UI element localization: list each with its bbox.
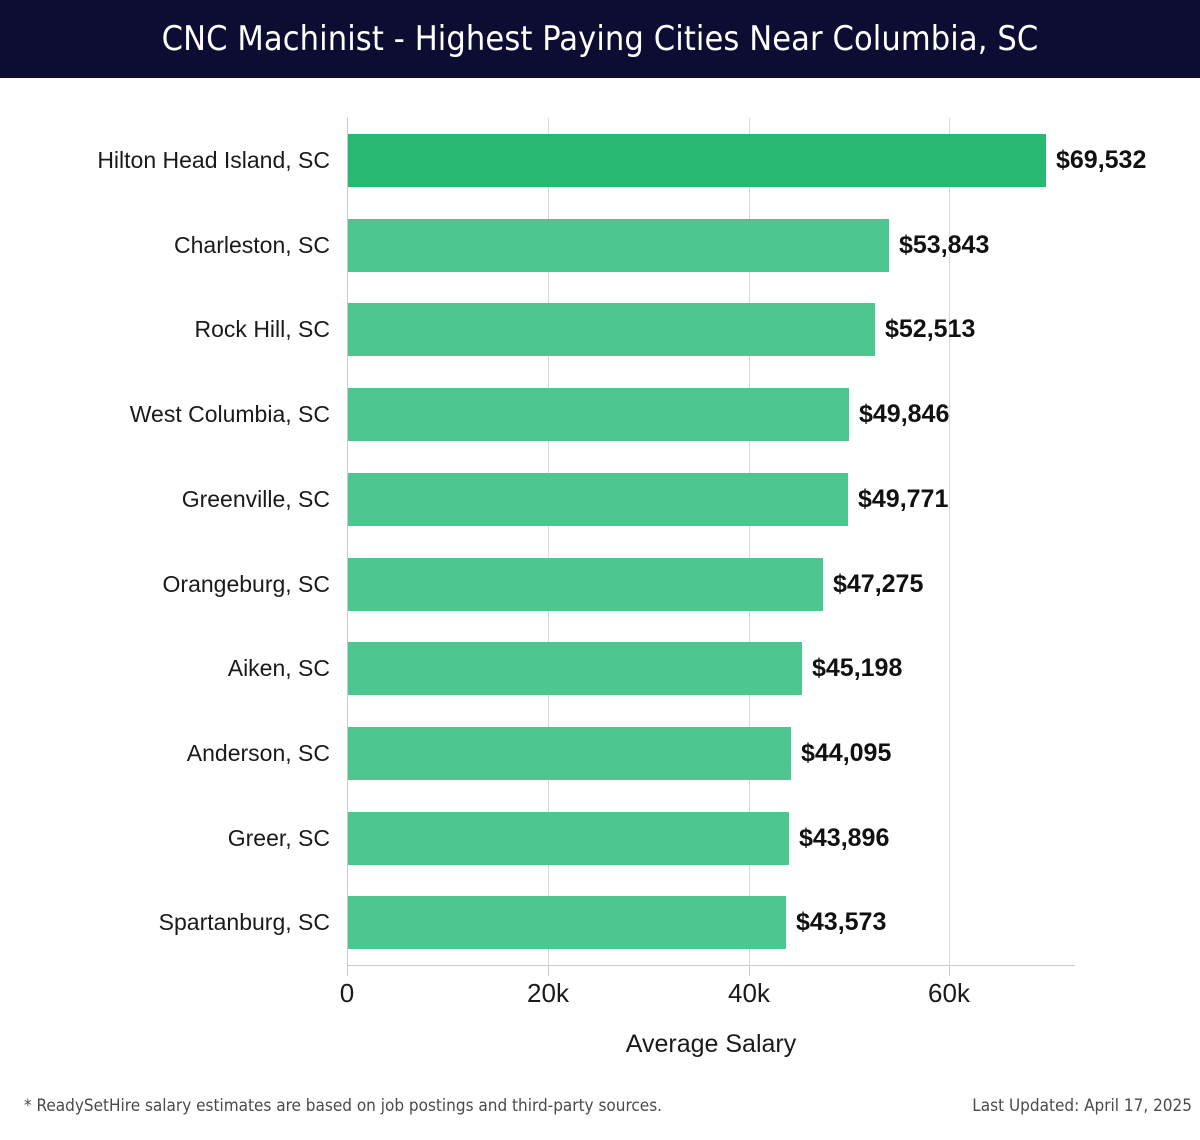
- bar-value-label: $44,095: [801, 739, 892, 767]
- bar-value-label: $47,275: [833, 570, 924, 598]
- bar-row: Greer, SC $43,896: [0, 796, 1200, 881]
- bar-row: Greenville, SC $49,771: [0, 457, 1200, 542]
- bar-value-label: $53,843: [899, 231, 990, 259]
- bar[interactable]: [348, 812, 789, 865]
- category-label: Anderson, SC: [186, 740, 330, 766]
- title-bar: CNC Machinist - Highest Paying Cities Ne…: [0, 0, 1200, 78]
- bar[interactable]: [348, 134, 1046, 187]
- bar[interactable]: [348, 727, 791, 780]
- bar-row: Rock Hill, SC $52,513: [0, 287, 1200, 372]
- bar-row: Charleston, SC $53,843: [0, 203, 1200, 288]
- x-axis-tick-label: 40k: [728, 978, 770, 1008]
- x-axis-tick-label: 20k: [527, 978, 569, 1008]
- bar-value-label: $43,573: [796, 908, 887, 936]
- x-axis-tickmark: [548, 965, 549, 976]
- bar-row: Orangeburg, SC $47,275: [0, 542, 1200, 627]
- bar[interactable]: [348, 219, 889, 272]
- x-axis-title: Average Salary: [625, 1030, 797, 1058]
- bar-value-label: $52,513: [885, 315, 976, 343]
- x-axis-tickmark: [949, 965, 950, 976]
- bar-value-label: $49,771: [858, 485, 949, 513]
- bar-row: West Columbia, SC $49,846: [0, 372, 1200, 457]
- x-axis-tickmark: [749, 965, 750, 976]
- bar-value-label: $49,846: [859, 400, 950, 428]
- bar[interactable]: [348, 388, 849, 441]
- category-label: Orangeburg, SC: [162, 571, 330, 597]
- footer-last-updated: Last Updated: April 17, 2025: [972, 1096, 1192, 1116]
- bar[interactable]: [348, 642, 802, 695]
- category-label: Greenville, SC: [181, 486, 330, 512]
- category-label: West Columbia, SC: [129, 401, 330, 427]
- bar[interactable]: [348, 896, 786, 949]
- x-axis-tick-label: 0: [339, 978, 355, 1008]
- x-axis-line: [347, 965, 1075, 966]
- x-axis-tickmark: [347, 965, 348, 976]
- gridline: [548, 118, 549, 965]
- y-axis-line: [347, 118, 348, 965]
- gridline: [949, 118, 950, 965]
- bar-row: Hilton Head Island, SC $69,532: [0, 118, 1200, 203]
- category-label: Greer, SC: [227, 825, 330, 851]
- category-label: Hilton Head Island, SC: [97, 147, 330, 173]
- page-title: CNC Machinist - Highest Paying Cities Ne…: [161, 19, 1039, 59]
- category-label: Rock Hill, SC: [194, 316, 330, 342]
- bar-value-label: $43,896: [799, 824, 890, 852]
- bar[interactable]: [348, 473, 848, 526]
- bar[interactable]: [348, 303, 875, 356]
- gridline: [749, 118, 750, 965]
- x-axis-tick-label: 60k: [928, 978, 970, 1008]
- bar-row: Aiken, SC $45,198: [0, 626, 1200, 711]
- category-label: Aiken, SC: [227, 655, 330, 681]
- category-label: Spartanburg, SC: [158, 909, 330, 935]
- bar-row: Spartanburg, SC $43,573: [0, 880, 1200, 965]
- category-label: Charleston, SC: [174, 232, 330, 258]
- bar-row: Anderson, SC $44,095: [0, 711, 1200, 796]
- bar-value-label: $69,532: [1056, 146, 1147, 174]
- bar-value-label: $45,198: [812, 654, 903, 682]
- footer-disclaimer: * ReadySetHire salary estimates are base…: [24, 1096, 663, 1116]
- bar[interactable]: [348, 558, 823, 611]
